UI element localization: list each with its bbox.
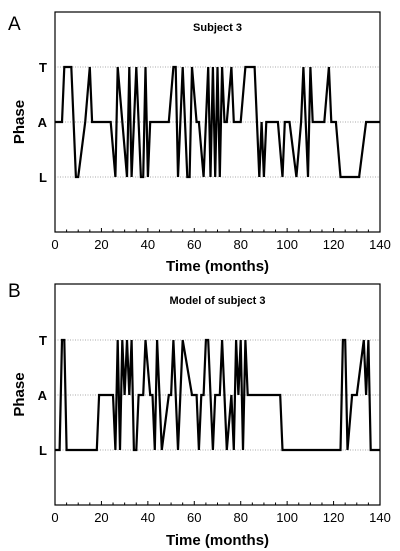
x-tick-label: 0 [51,510,58,525]
x-tick-label: 100 [276,237,298,252]
y-tick-label-l: L [39,170,47,185]
y-tick-label-t: T [39,60,47,75]
x-tick-label: 100 [276,510,298,525]
y-tick-label-a: A [38,115,48,130]
phase-series-line [55,338,380,452]
x-tick-label: 60 [187,510,201,525]
y-axis-label: Phase [11,372,28,416]
phase-series-line [55,65,380,179]
panel-letter: A [8,14,21,35]
x-tick-label: 120 [323,237,345,252]
x-tick-label: 20 [94,237,108,252]
x-tick-label: 140 [369,237,391,252]
x-tick-label: 140 [369,510,391,525]
x-tick-label: 20 [94,510,108,525]
x-tick-label: 0 [51,237,58,252]
chart-title: Subject 3 [193,22,242,34]
x-tick-label: 120 [323,510,345,525]
x-tick-label: 40 [141,510,155,525]
x-axis-label: Time (months) [166,258,269,275]
y-tick-label-a: A [38,388,48,403]
chart-title: Model of subject 3 [170,295,266,307]
x-tick-label: 80 [233,237,247,252]
panel-b: B Model of subject 3 L A T 0 20 40 60 80 100 120 140… [8,281,391,549]
x-tick-label: 60 [187,237,201,252]
y-axis-label: Phase [11,100,28,144]
y-tick-label-t: T [39,333,47,348]
panel-a: A Subject 3 L A T 0 20 40 60 80 100 120 140 Time (mon… [8,11,391,275]
panel-letter: B [8,281,21,302]
x-axis-label: Time (months) [166,532,269,549]
y-tick-label-l: L [39,443,47,458]
x-tick-label: 80 [233,510,247,525]
x-tick-label: 40 [141,237,155,252]
